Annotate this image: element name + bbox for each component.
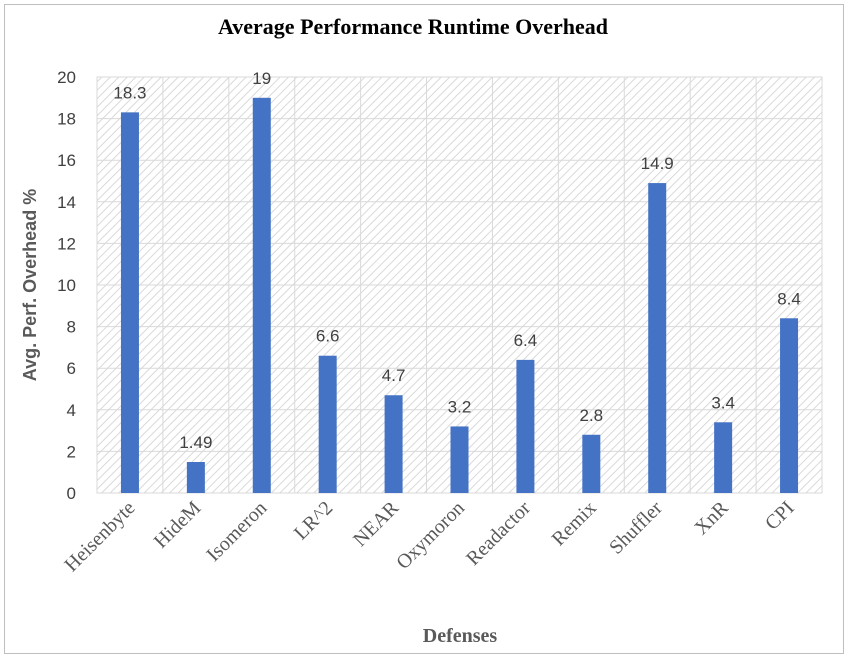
y-tick-label: 20 <box>57 68 76 87</box>
bar <box>450 426 469 493</box>
x-tick-label: HideM <box>150 497 206 553</box>
bar <box>186 462 205 493</box>
bar <box>780 318 799 493</box>
y-tick-label: 4 <box>67 401 76 420</box>
data-label: 19 <box>252 69 271 88</box>
x-tick-label: Oxymoron <box>392 497 469 574</box>
bar <box>648 183 667 493</box>
x-tick-label: Isomeron <box>202 497 271 566</box>
y-tick-label: 6 <box>67 359 76 378</box>
data-label: 6.6 <box>316 327 340 346</box>
bar <box>318 355 337 493</box>
data-label: 3.4 <box>711 393 735 412</box>
y-tick-label: 12 <box>57 234 76 253</box>
y-tick-label: 2 <box>67 442 76 461</box>
data-label: 2.8 <box>579 406 603 425</box>
x-tick-label: Remix <box>548 497 601 550</box>
y-tick-label: 10 <box>57 276 76 295</box>
x-tick-label: CPI <box>761 497 799 535</box>
bar <box>714 422 733 493</box>
data-label: 6.4 <box>514 331 538 350</box>
y-axis-label: Avg. Perf. Overhead % <box>20 189 40 381</box>
y-tick-label: 16 <box>57 151 76 170</box>
bar <box>516 359 535 493</box>
data-label: 8.4 <box>777 289 801 308</box>
data-label: 1.49 <box>179 433 212 452</box>
chart-title: Average Performance Runtime Overhead <box>218 14 608 39</box>
data-labels: 18.3 1.49 19 6.6 4.7 3.2 6.4 2.8 14.9 3.4 8.4 <box>113 69 800 452</box>
x-gridlines <box>96 77 823 493</box>
data-label: 18.3 <box>113 83 146 102</box>
x-tick-label: Shuffler <box>605 497 667 559</box>
x-axis-label: Defenses <box>423 625 498 647</box>
bars <box>120 97 799 494</box>
x-tick-label: Readactor <box>462 497 535 570</box>
y-axis-ticks: 0 2 4 6 8 10 12 14 16 18 20 <box>57 68 76 503</box>
data-label: 3.2 <box>448 397 472 416</box>
x-tick-label: XnR <box>690 497 733 540</box>
bar <box>120 112 139 494</box>
bar <box>252 97 271 494</box>
bar <box>384 395 403 493</box>
bar <box>582 434 601 493</box>
y-tick-label: 0 <box>67 484 76 503</box>
y-tick-label: 8 <box>67 318 76 337</box>
data-label: 14.9 <box>641 154 674 173</box>
data-label: 4.7 <box>382 366 406 385</box>
x-tick-label: NEAR <box>349 497 404 552</box>
y-tick-label: 18 <box>57 110 76 129</box>
x-tick-label: Heisenbyte <box>60 497 139 576</box>
y-tick-label: 14 <box>57 193 76 212</box>
x-tick-label: LR^2 <box>290 497 337 544</box>
